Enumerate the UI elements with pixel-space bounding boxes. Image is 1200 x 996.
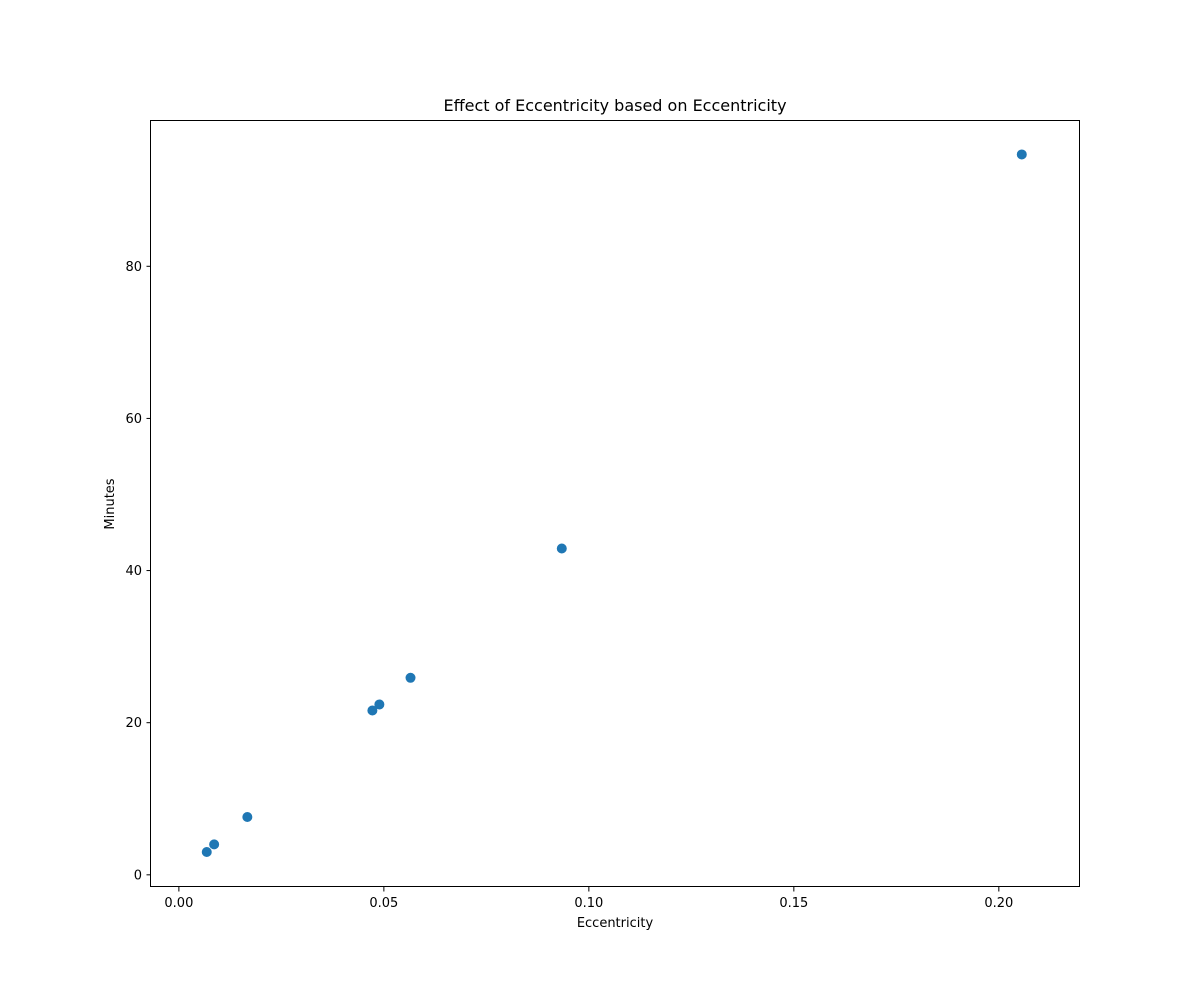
data-point-8 [1016, 149, 1027, 160]
x-tick-label: 0.10 [574, 896, 603, 911]
x-tick-label: 0.05 [369, 896, 398, 911]
y-tick-label: 40 [125, 564, 142, 579]
y-tick-label: 60 [125, 412, 142, 427]
x-axis-label: Eccentricity [577, 916, 654, 931]
data-point-4 [367, 705, 378, 716]
data-point-6 [405, 672, 416, 683]
plot-area-frame [150, 120, 1080, 887]
data-points [201, 149, 1027, 858]
x-tick-label: 0.00 [164, 896, 193, 911]
chart-title: Effect of Eccentricity based on Eccentri… [443, 96, 786, 115]
y-axis-label: Minutes [103, 478, 118, 529]
y-tick-label: 20 [125, 716, 142, 731]
y-axis-ticks: 0 20 40 60 80 [125, 260, 151, 883]
data-point-1 [201, 847, 212, 858]
x-axis-ticks: 0.00 0.05 0.10 0.15 0.20 [164, 887, 1013, 911]
y-tick-label: 80 [125, 260, 142, 275]
y-tick-label: 0 [134, 868, 142, 883]
data-point-3 [242, 812, 253, 823]
data-point-2 [209, 839, 220, 850]
data-point-5 [374, 699, 385, 710]
x-tick-label: 0.15 [779, 896, 808, 911]
x-tick-label: 0.20 [984, 896, 1013, 911]
data-point-7 [556, 543, 567, 554]
